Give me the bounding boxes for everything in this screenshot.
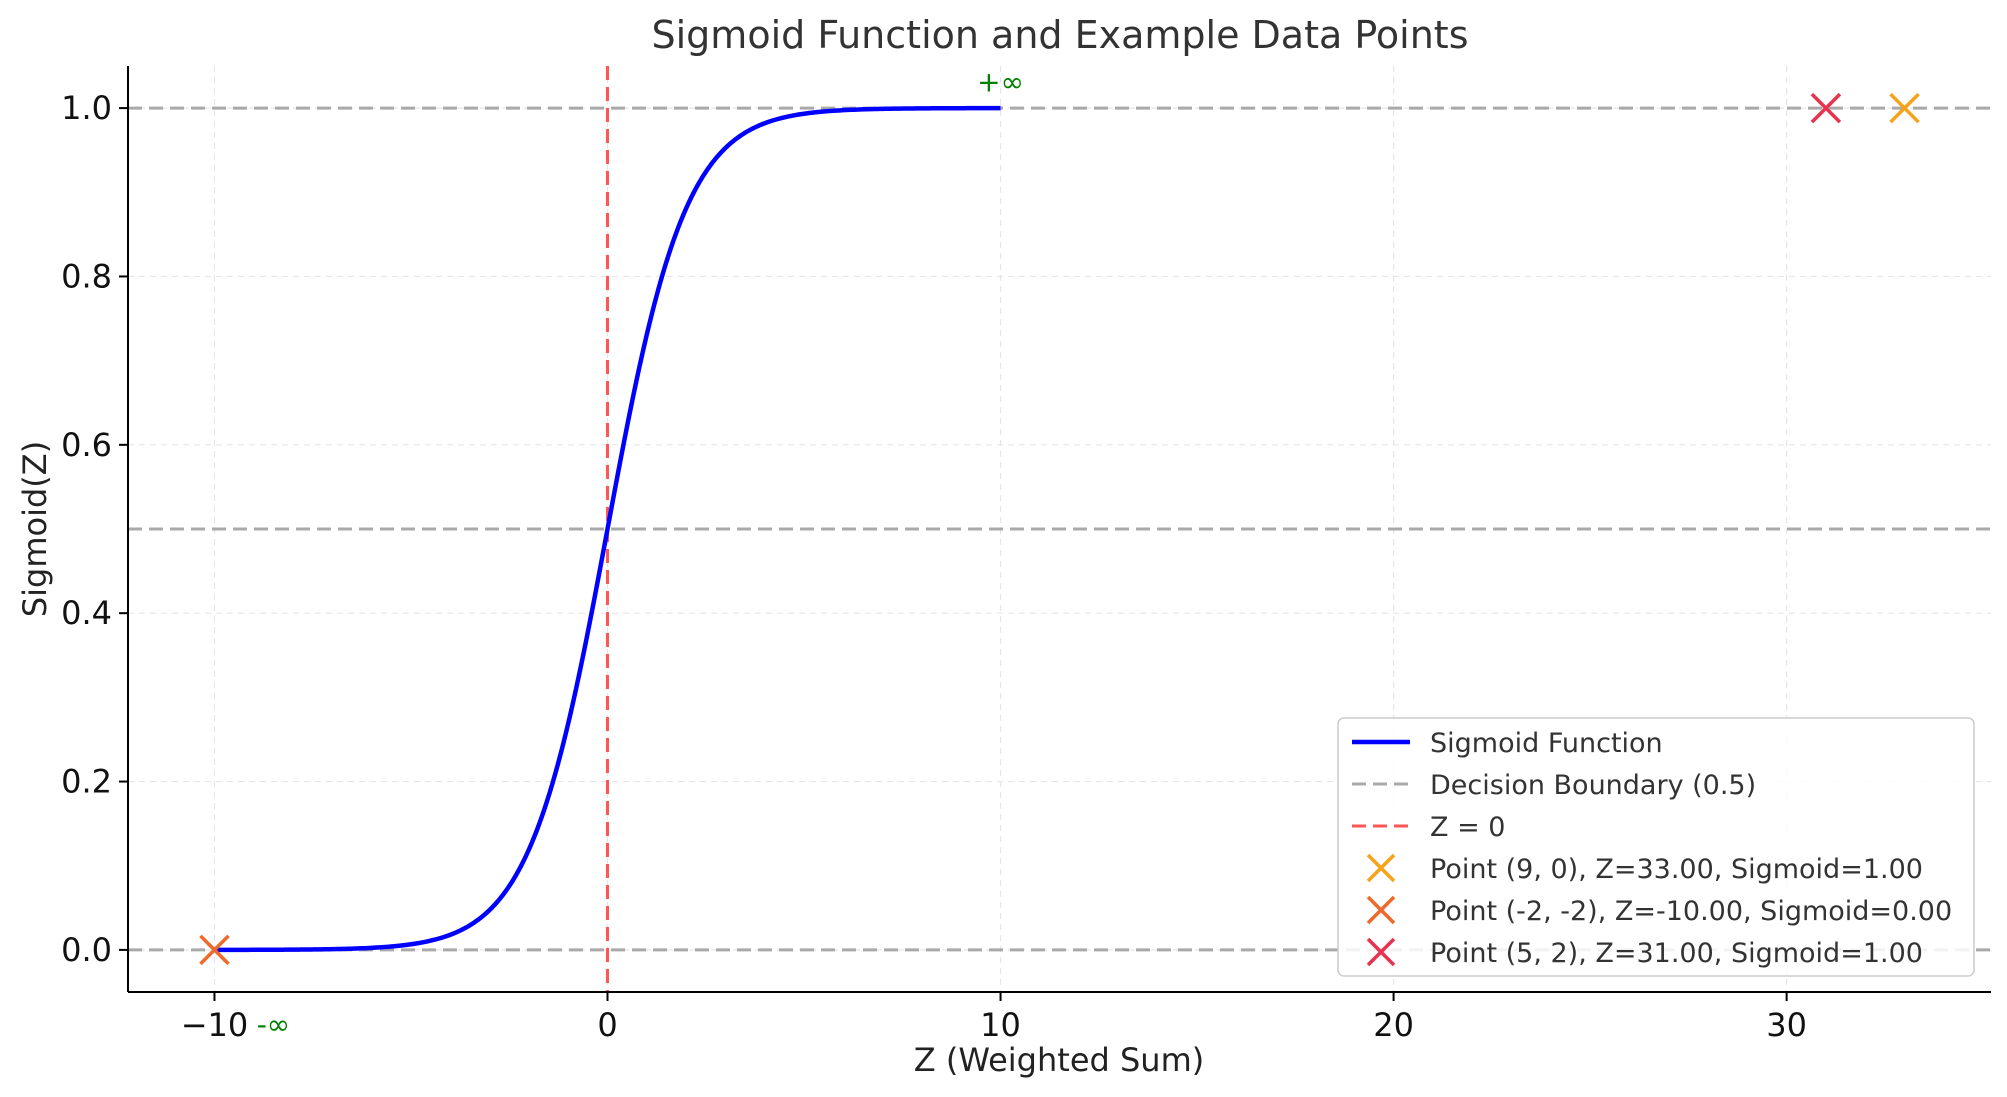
legend-label: Point (9, 0), Z=33.00, Sigmoid=1.00 [1430, 854, 1923, 885]
legend-item: Point (-2, -2), Z=-10.00, Sigmoid=0.00 [1366, 895, 1952, 927]
sigmoid-curve-layer [214, 105, 1001, 953]
legend-label: Sigmoid Function [1430, 728, 1663, 759]
data-point-marker [199, 934, 230, 966]
y-tick-label: 0.4 [61, 594, 112, 632]
y-tick-label: 0.2 [61, 763, 112, 801]
legend-item: Point (5, 2), Z=31.00, Sigmoid=1.00 [1366, 937, 1923, 969]
annotations: +∞ -∞ [257, 65, 1024, 1041]
y-tick-label: 0.0 [61, 931, 112, 969]
data-points [199, 92, 1920, 966]
y-tick-label: 1.0 [61, 89, 112, 127]
y-tick-label: 0.8 [61, 257, 112, 295]
x-axis-label: Z (Weighted Sum) [914, 1041, 1204, 1079]
y-ticks: 0.0 0.2 0.4 0.6 0.8 1.0 [61, 89, 128, 969]
x-tick-label: 10 [980, 1006, 1021, 1044]
axes [127, 66, 1991, 993]
chart-title: Sigmoid Function and Example Data Points [652, 13, 1469, 57]
legend-label: Decision Boundary (0.5) [1430, 770, 1756, 801]
legend-label: Point (-2, -2), Z=-10.00, Sigmoid=0.00 [1430, 896, 1952, 927]
legend-label: Point (5, 2), Z=31.00, Sigmoid=1.00 [1430, 938, 1923, 969]
legend-swatch [1366, 937, 1396, 967]
legend-item: Sigmoid Function [1352, 728, 1663, 759]
data-point-marker [1810, 92, 1842, 124]
legend: Sigmoid Function Decision Boundary (0.5) Z… [1337, 717, 1975, 977]
y-axis-label: Sigmoid(Z) [16, 441, 54, 617]
x-ticks: −10 0 10 20 30 [181, 992, 1807, 1044]
x-tick-label: −10 [181, 1006, 249, 1044]
legend-swatch [1366, 853, 1396, 883]
infinity-annotation: -∞ [257, 1008, 290, 1041]
x-tick-label: 30 [1766, 1006, 1807, 1044]
legend-item: Z = 0 [1352, 812, 1505, 843]
legend-item: Decision Boundary (0.5) [1352, 770, 1756, 801]
legend-swatch [1366, 895, 1396, 925]
y-tick-label: 0.6 [61, 426, 112, 464]
legend-box [1337, 717, 1975, 977]
x-tick-label: 20 [1373, 1006, 1414, 1044]
legend-item: Point (9, 0), Z=33.00, Sigmoid=1.00 [1366, 853, 1923, 885]
x-tick-label: 0 [597, 1006, 617, 1044]
data-point-marker [1889, 92, 1920, 124]
sigmoid-curve [214, 105, 1001, 953]
legend-label: Z = 0 [1430, 812, 1505, 843]
infinity-annotation: +∞ [977, 65, 1024, 98]
